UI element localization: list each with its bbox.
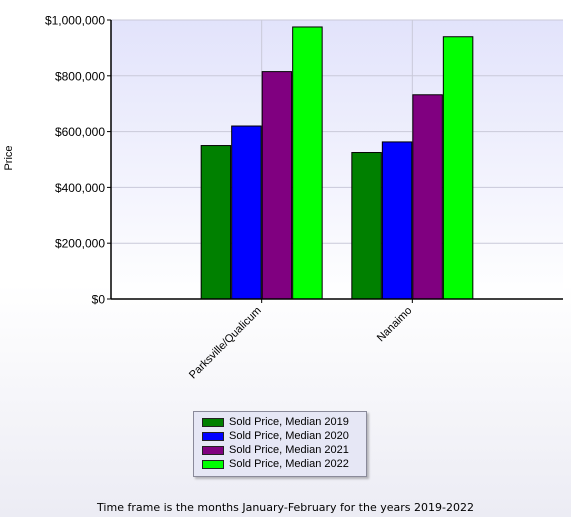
bar — [231, 125, 262, 300]
y-tick-label: $200,000 — [55, 237, 105, 251]
legend-swatch — [202, 445, 224, 455]
y-tick-label: $0 — [92, 293, 106, 307]
plot-area — [111, 20, 563, 299]
legend-label: Sold Price, Median 2019 — [229, 416, 349, 428]
legend-item: Sold Price, Median 2019 — [202, 415, 366, 429]
bar — [292, 26, 323, 300]
legend-item: Sold Price, Median 2022 — [202, 457, 366, 471]
y-axis-label: Price — [3, 145, 15, 170]
bar — [351, 152, 382, 300]
bar — [200, 145, 232, 300]
legend-label: Sold Price, Median 2022 — [229, 458, 349, 470]
bar — [261, 71, 293, 300]
legend-swatch — [202, 459, 224, 469]
legend-label: Sold Price, Median 2021 — [229, 444, 349, 456]
legend-swatch — [202, 431, 224, 441]
y-tick-label: $1,000,000 — [45, 14, 105, 28]
footnote: Time frame is the months January-Februar… — [97, 501, 474, 514]
legend-label: Sold Price, Median 2020 — [229, 430, 349, 442]
y-tick-label: $600,000 — [55, 125, 105, 139]
bar — [412, 94, 443, 300]
y-tick-label: $400,000 — [55, 181, 105, 195]
y-tick-label: $800,000 — [55, 69, 105, 83]
legend: Sold Price, Median 2019 Sold Price, Media… — [193, 411, 367, 477]
legend-item: Sold Price, Median 2021 — [202, 443, 366, 457]
legend-item: Sold Price, Median 2020 — [202, 429, 366, 443]
legend-swatch — [202, 417, 224, 427]
bar — [442, 36, 474, 300]
bar — [381, 141, 413, 300]
